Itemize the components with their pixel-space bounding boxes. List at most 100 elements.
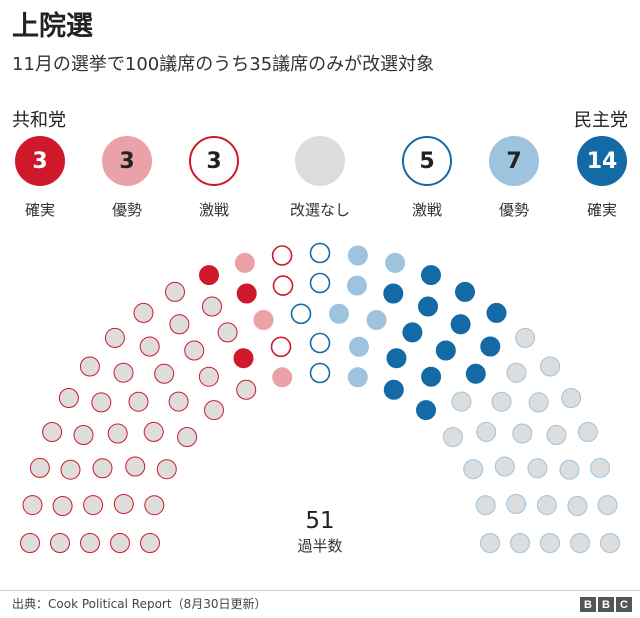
seat-rep-not-up (140, 533, 160, 553)
seat-rep-not-up (20, 533, 40, 553)
legend-circle: 7 (489, 136, 539, 186)
seat-rep-not-up (133, 302, 154, 323)
seat-dem-not-up (494, 456, 515, 477)
legend-republican-likely: 3 優勢 (90, 136, 164, 220)
seat-rep-toss (271, 245, 293, 266)
legend-democrat-solid: 14 確実 (565, 136, 639, 220)
legend-democrat-tossup: 5 激戦 (390, 136, 464, 220)
seat-dem-not-up (510, 533, 530, 553)
legend-democrat-likely: 7 優勢 (477, 136, 551, 220)
legend-label: 優勢 (498, 201, 529, 219)
party-label-republican: 共和党 (12, 110, 66, 131)
seat-dem-not-up (561, 388, 582, 408)
majority-marker: 51 過半数 (270, 508, 370, 556)
seat-rep-not-up (92, 458, 113, 479)
legend-republican-tossup: 3 激戦 (177, 136, 251, 220)
seat-rep-not-up (144, 495, 165, 516)
seat-dem-solid (421, 366, 442, 387)
seat-dem-not-up (506, 362, 527, 383)
seat-dem-likely (385, 252, 406, 273)
seat-dem-solid (418, 296, 438, 317)
legend-label: 激戦 (198, 201, 229, 219)
seat-rep-not-up (91, 392, 112, 413)
source-note: 出典：Cook Political Report（8月30日更新） (12, 597, 267, 611)
seat-dem-not-up (600, 533, 620, 553)
seat-rep-not-up (22, 495, 43, 516)
seat-dem-not-up (597, 495, 618, 516)
footer-divider (0, 590, 640, 591)
seat-dem-solid (435, 340, 456, 361)
seat-dem-solid (480, 336, 501, 357)
seat-dem-likely (349, 336, 369, 357)
seat-rep-toss (272, 275, 294, 296)
seat-dem-not-up (451, 391, 472, 412)
seat-rep-not-up (104, 327, 125, 348)
legend-label: 確実 (24, 201, 55, 219)
seat-dem-not-up (515, 327, 536, 348)
seat-dem-solid (465, 363, 486, 384)
seat-rep-not-up (168, 391, 189, 412)
seat-rep-not-up (154, 363, 175, 384)
seat-dem-solid (486, 302, 507, 323)
seat-rep-not-up (50, 533, 70, 553)
majority-value: 51 (305, 508, 335, 534)
seat-rep-not-up (29, 457, 50, 478)
seat-rep-not-up (125, 456, 146, 477)
seat-rep-solid (236, 283, 257, 304)
seat-dem-not-up (491, 391, 512, 412)
seat-rep-not-up (83, 495, 104, 516)
seat-rep-not-up (107, 423, 128, 444)
seat-dem-toss (309, 242, 331, 264)
seat-rep-solid (199, 265, 219, 286)
seat-dem-not-up (559, 459, 580, 480)
seat-rep-not-up (110, 533, 130, 553)
seat-rep-not-up (204, 400, 224, 421)
seat-dem-solid (416, 400, 436, 421)
seat-rep-not-up (202, 296, 222, 317)
legend-circle: 14 (577, 136, 627, 186)
bbc-logo-letter: C (616, 597, 632, 612)
seat-dem-likely (347, 245, 368, 266)
seat-dem-not-up (476, 421, 497, 442)
seat-dem-solid (455, 281, 475, 302)
legend-republican-solid: 3 確実 (3, 136, 77, 220)
legend-circle: 3 (189, 136, 239, 186)
seat-dem-likely (329, 303, 349, 324)
seat-rep-not-up (143, 421, 164, 442)
seat-dem-solid (421, 265, 441, 286)
seat-rep-not-up (139, 336, 160, 357)
seat-rep-toss (270, 336, 292, 358)
seat-dem-not-up (590, 457, 611, 478)
seat-rep-not-up (52, 496, 73, 516)
seat-dem-not-up (536, 495, 557, 516)
legend-circle: 5 (402, 136, 452, 186)
seat-rep-not-up (79, 356, 100, 377)
seat-dem-not-up (577, 422, 598, 442)
seat-dem-toss (309, 332, 331, 354)
seat-dem-toss (309, 272, 331, 294)
seat-dem-likely (366, 310, 387, 330)
seat-dem-not-up (480, 533, 500, 553)
seat-rep-not-up (58, 388, 79, 408)
seat-rep-not-up (184, 340, 205, 361)
seat-dem-not-up (512, 423, 533, 444)
legend-label: 改選なし (289, 201, 350, 219)
seat-dem-toss (290, 303, 312, 325)
seat-rep-not-up (128, 391, 149, 412)
seat-dem-likely (347, 367, 368, 388)
seat-dem-not-up (570, 533, 590, 553)
seat-dem-likely (347, 275, 367, 296)
seat-rep-likely (234, 252, 255, 273)
seat-rep-likely (272, 367, 293, 388)
majority-label: 過半数 (297, 537, 343, 555)
seat-dem-not-up (475, 495, 496, 516)
bbc-logo-letter: B (598, 597, 614, 612)
seat-rep-not-up (169, 314, 190, 335)
legend-label: 激戦 (411, 201, 442, 219)
seat-rep-not-up (236, 379, 257, 400)
seat-rep-not-up (156, 459, 177, 480)
seat-rep-not-up (113, 494, 134, 514)
seat-rep-not-up (80, 533, 100, 553)
seat-rep-not-up (73, 425, 94, 445)
seat-dem-not-up (442, 427, 463, 447)
